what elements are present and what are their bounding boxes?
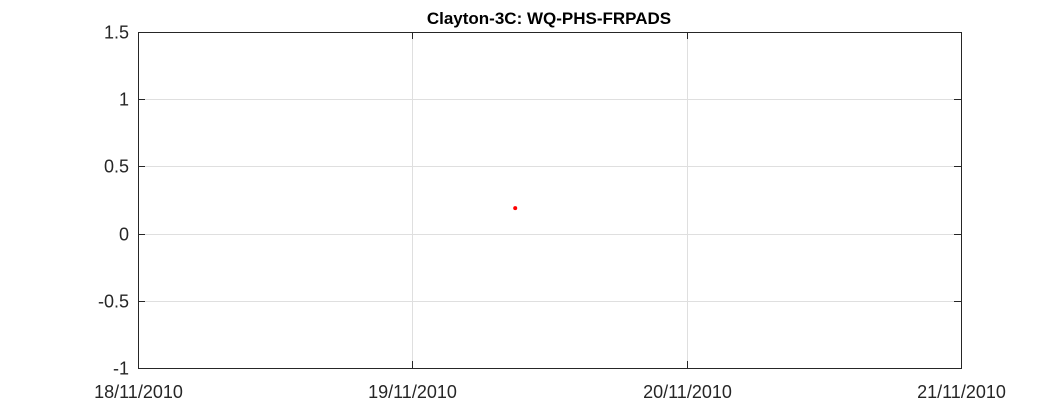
y-tick-label: 0.5 [104,157,129,177]
x-tick-label: 18/11/2010 [94,382,183,402]
grid [138,32,962,369]
y-tick-label: 1 [119,90,129,110]
x-tick-label: 19/11/2010 [368,382,457,402]
y-tick-label: 0 [119,225,129,245]
x-tick-label: 21/11/2010 [917,382,1006,402]
y-tick-label: -0.5 [98,292,129,312]
y-tick-label: -1 [113,359,129,379]
axis-ticks [138,32,962,369]
data-points [513,206,518,211]
x-tick-label: 20/11/2010 [643,382,732,402]
y-tick-label: 1.5 [104,23,129,43]
y-axis: -1 -0.5 0 0.5 1 1.5 [98,23,129,379]
x-axis: 18/11/2010 19/11/2010 20/11/2010 21/11/2010 [94,382,1006,402]
chart-title: Clayton-3C: WQ-PHS-FRPADS [427,9,671,28]
plot-area [138,32,962,369]
data-point [513,206,518,211]
